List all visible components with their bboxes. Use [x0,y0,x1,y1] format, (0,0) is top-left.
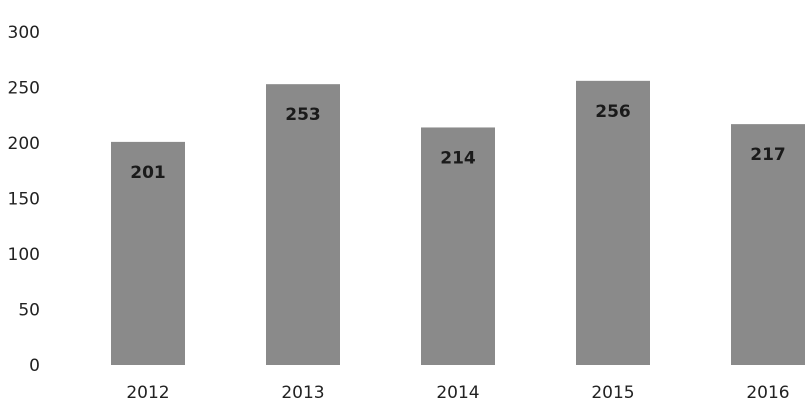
x-tick-label-2012: 2012 [126,383,169,403]
y-tick-label-300: 300 [8,23,40,43]
bars [111,80,805,366]
y-axis: 0 50 100 150 200 250 300 [8,23,40,376]
data-label-2012: 201 [130,163,166,183]
data-label-2015: 256 [595,102,631,122]
data-labels: 201 253 214 256 217 [130,102,786,183]
x-tick-label-2014: 2014 [436,383,479,403]
bar-2015 [576,80,650,365]
x-axis: 2012 2013 2014 2015 2016 [126,383,789,403]
y-tick-label-50: 50 [18,301,40,321]
y-tick-label-250: 250 [8,79,40,99]
bar-2012 [111,141,185,365]
y-tick-label-150: 150 [8,190,40,210]
bar-2014 [421,127,495,366]
y-tick-label-200: 200 [8,134,40,154]
data-label-2016: 217 [750,145,786,165]
data-label-2014: 214 [440,148,476,168]
bar-2013 [266,84,340,366]
x-tick-label-2013: 2013 [281,383,324,403]
data-label-2013: 253 [285,105,321,125]
y-tick-label-0: 0 [29,356,40,376]
x-tick-label-2016: 2016 [746,383,789,403]
y-tick-label-100: 100 [8,245,40,265]
bar-2016 [731,124,805,365]
x-tick-label-2015: 2015 [591,383,634,403]
